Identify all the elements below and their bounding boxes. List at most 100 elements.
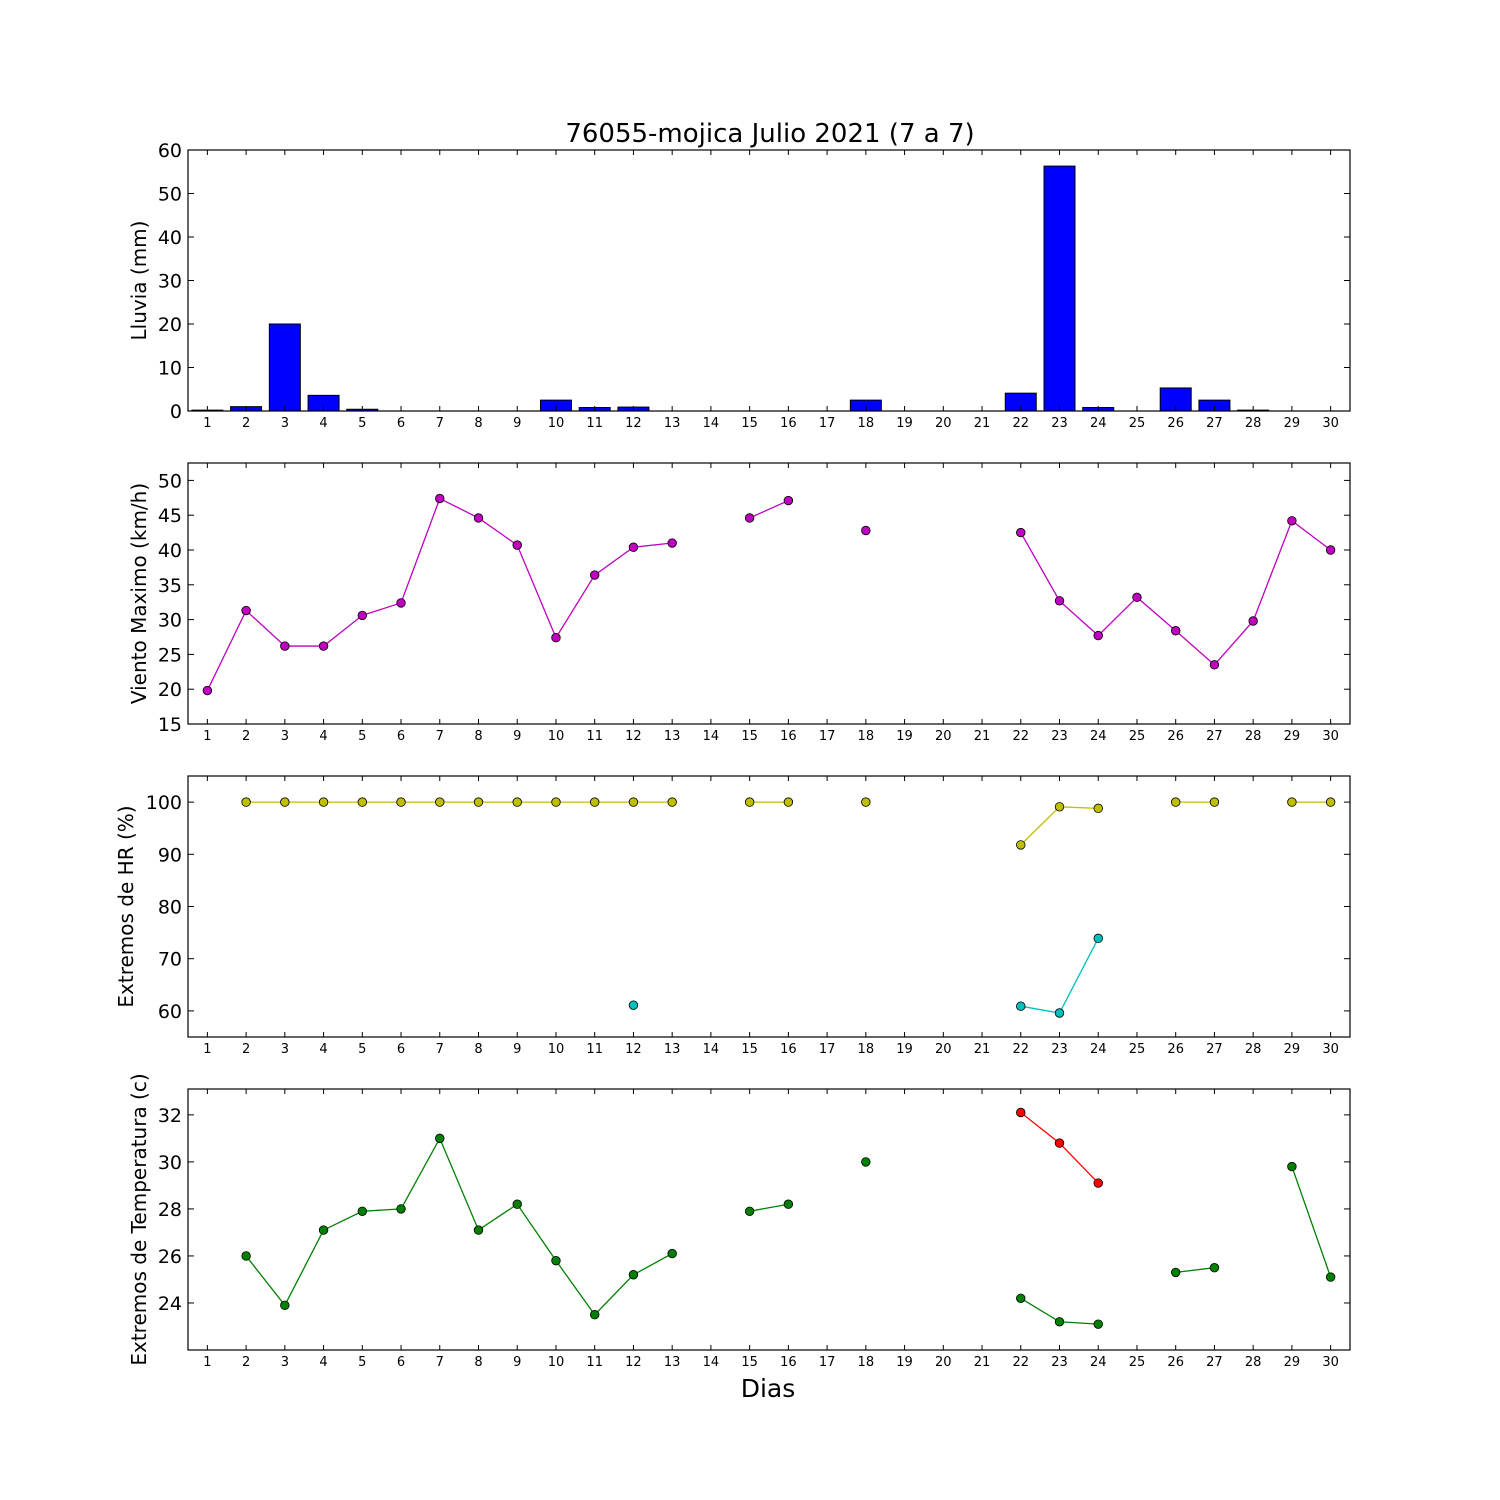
temperatura-xtick-label: 10 xyxy=(548,1355,565,1370)
temperatura-point-day-23 xyxy=(1054,1138,1065,1148)
hr-xtick-label: 25 xyxy=(1129,1042,1146,1057)
lluvia-xtick-label: 6 xyxy=(397,416,405,431)
viento-xtick-label: 6 xyxy=(397,729,405,744)
hr-xtick-label: 29 xyxy=(1284,1042,1301,1057)
hr-point-day-24 xyxy=(1093,803,1103,814)
temperatura-xtick-label: 7 xyxy=(436,1355,444,1370)
temperatura-point-day-2 xyxy=(241,1251,251,1261)
temperatura-xtick-label: 19 xyxy=(896,1355,913,1370)
hr-xtick-label: 3 xyxy=(281,1042,289,1057)
viento-xtick-label: 21 xyxy=(974,729,991,744)
temperatura-xtick-label: 12 xyxy=(625,1355,642,1370)
temperatura-xtick-label: 18 xyxy=(858,1355,875,1370)
hr-point-day-13 xyxy=(667,797,677,807)
viento-ytick-label: 20 xyxy=(158,679,182,701)
temperatura-xtick-label: 17 xyxy=(819,1355,836,1370)
lluvia-xtick-label: 30 xyxy=(1322,416,1339,431)
viento-xtick-label: 17 xyxy=(819,729,836,744)
temperatura-point-day-26 xyxy=(1170,1267,1181,1278)
hr-xtick-label: 5 xyxy=(358,1042,366,1057)
viento-xtick-label: 18 xyxy=(858,729,875,744)
viento-point-day-28 xyxy=(1248,616,1258,626)
viento-ytick-label: 35 xyxy=(158,575,182,597)
hr-point-day-27 xyxy=(1209,797,1220,807)
hr-xtick-label: 1 xyxy=(203,1042,211,1057)
bar-day-23 xyxy=(1043,165,1076,412)
viento-ytick-label: 25 xyxy=(158,644,182,666)
viento-xtick-label: 1 xyxy=(203,729,211,744)
temperatura-xtick-label: 14 xyxy=(703,1355,720,1370)
temperatura-axes-frame xyxy=(187,1088,1351,1351)
viento-point-day-26 xyxy=(1170,626,1181,636)
viento-xtick-label: 13 xyxy=(664,729,681,744)
temperatura-point-day-22 xyxy=(1016,1107,1026,1118)
hr-xtick-label: 10 xyxy=(548,1042,565,1057)
viento-xtick-label: 2 xyxy=(242,729,250,744)
hr-xtick-label: 8 xyxy=(474,1042,482,1057)
viento-point-day-9 xyxy=(512,540,522,550)
viento-point-day-30 xyxy=(1325,545,1336,555)
temperatura-series-1-line-4 xyxy=(1175,1267,1215,1274)
lluvia-xtick-label: 19 xyxy=(896,416,913,431)
viento-point-day-2 xyxy=(241,605,251,616)
temperatura-xtick-label: 28 xyxy=(1245,1355,1262,1370)
viento-point-day-6 xyxy=(396,598,406,608)
hr-series-1 xyxy=(628,933,1103,1018)
viento-point-day-15 xyxy=(744,513,755,523)
temperatura-point-day-22 xyxy=(1016,1293,1026,1303)
temperatura-xtick-label: 22 xyxy=(1012,1355,1029,1370)
chart-title: 76055-mojica Julio 2021 (7 a 7) xyxy=(565,119,974,149)
hr-point-day-24 xyxy=(1093,933,1103,944)
hr-point-day-3 xyxy=(280,797,290,807)
viento-point-day-24 xyxy=(1093,630,1103,641)
lluvia-xtick-label: 20 xyxy=(935,416,952,431)
temperatura-xtick-label: 1 xyxy=(203,1355,211,1370)
hr-point-day-16 xyxy=(783,797,794,807)
temperatura-xtick-label: 30 xyxy=(1322,1355,1339,1370)
hr-xtick-label: 13 xyxy=(664,1042,681,1057)
viento-point-day-4 xyxy=(318,641,329,651)
viento-xtick-label: 16 xyxy=(780,729,797,744)
temperatura-xtick-label: 4 xyxy=(319,1355,327,1370)
hr-point-day-30 xyxy=(1325,797,1336,807)
hr-xtick-label: 2 xyxy=(242,1042,250,1057)
temperatura-point-day-24 xyxy=(1093,1178,1103,1188)
viento-point-day-27 xyxy=(1209,660,1220,670)
viento-xtick-label: 4 xyxy=(319,729,327,744)
lluvia-xtick-label: 25 xyxy=(1129,416,1146,431)
viento-ytick-label: 45 xyxy=(158,505,182,527)
hr-point-day-11 xyxy=(590,797,600,807)
hr-xtick-label: 19 xyxy=(896,1042,913,1057)
temperatura-point-day-18 xyxy=(861,1157,871,1167)
viento-point-day-23 xyxy=(1054,596,1065,606)
lluvia-xtick-label: 23 xyxy=(1051,416,1068,431)
hr-xtick-label: 11 xyxy=(586,1042,603,1057)
temperatura-xtick-label: 26 xyxy=(1167,1355,1184,1370)
temperatura-point-day-23 xyxy=(1054,1317,1065,1327)
hr-xtick-label: 22 xyxy=(1012,1042,1029,1057)
temperatura-xtick-label: 16 xyxy=(780,1355,797,1370)
lluvia-xtick-label: 8 xyxy=(474,416,482,431)
temperatura-ytick-label: 24 xyxy=(158,1293,182,1315)
viento-xtick-label: 12 xyxy=(625,729,642,744)
hr-point-day-8 xyxy=(473,797,484,807)
viento-y-axis-label: Viento Maximo (km/h) xyxy=(127,483,151,704)
hr-ytick-label: 100 xyxy=(146,792,182,814)
temperatura-ytick-label: 30 xyxy=(158,1152,182,1174)
hr-point-day-5 xyxy=(357,797,368,807)
temperatura-xtick-label: 3 xyxy=(281,1355,289,1370)
hr-xtick-label: 7 xyxy=(436,1042,444,1057)
viento-xtick-label: 28 xyxy=(1245,729,1262,744)
lluvia-xtick-label: 29 xyxy=(1284,416,1301,431)
lluvia-xtick-label: 5 xyxy=(358,416,366,431)
temperatura-point-day-4 xyxy=(318,1225,329,1235)
hr-point-day-12 xyxy=(628,797,639,807)
temperatura-xtick-label: 8 xyxy=(474,1355,482,1370)
viento-point-day-10 xyxy=(551,633,561,643)
viento-xtick-label: 8 xyxy=(474,729,482,744)
hr-xtick-label: 20 xyxy=(935,1042,952,1057)
hr-axes-frame xyxy=(187,775,1351,1038)
lluvia-ytick-label: 0 xyxy=(170,401,182,423)
